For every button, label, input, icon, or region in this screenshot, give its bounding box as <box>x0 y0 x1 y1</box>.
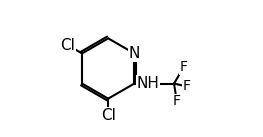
Text: NH: NH <box>136 76 159 91</box>
Text: F: F <box>180 60 188 74</box>
Text: Cl: Cl <box>101 108 116 123</box>
Text: F: F <box>173 94 181 108</box>
Text: N: N <box>129 46 140 61</box>
Text: F: F <box>182 79 190 93</box>
Text: Cl: Cl <box>60 38 75 53</box>
